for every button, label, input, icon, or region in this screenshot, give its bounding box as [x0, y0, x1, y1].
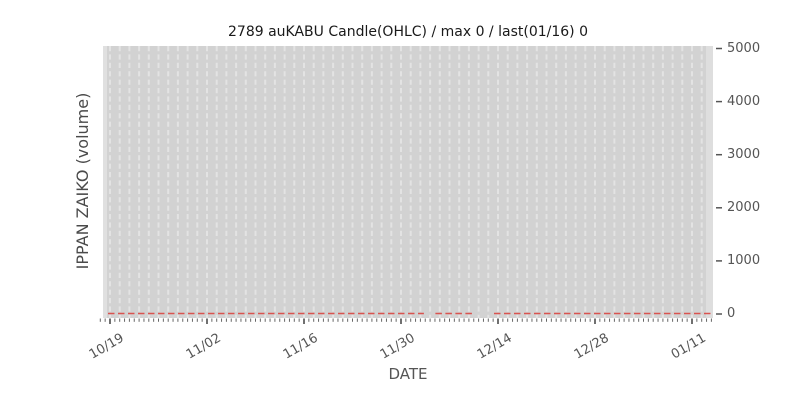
y-tick-label: 5000: [727, 40, 761, 56]
y-axis-tickmarks: [716, 47, 722, 315]
y-tick-label: 1000: [727, 252, 761, 268]
y-tick-label: 4000: [727, 93, 761, 109]
x-axis-label: DATE: [388, 365, 428, 383]
plot-background: [103, 46, 713, 318]
y-tick-label: 0: [727, 306, 736, 321]
x-axis-major-ticks: [109, 318, 693, 324]
y-tick-label: 2000: [727, 199, 761, 215]
chart-title: 2789 auKABU Candle(OHLC) / max 0 / last(…: [228, 24, 588, 40]
y-axis-label: IPPAN ZAIKO (volume): [73, 92, 92, 270]
plot-left-edge: [103, 46, 107, 318]
gridlines: [109, 46, 703, 318]
x-axis-minor-ticks: [99, 318, 712, 322]
plot-right-edge: [706, 46, 713, 318]
y-tick-label: 3000: [727, 146, 761, 162]
